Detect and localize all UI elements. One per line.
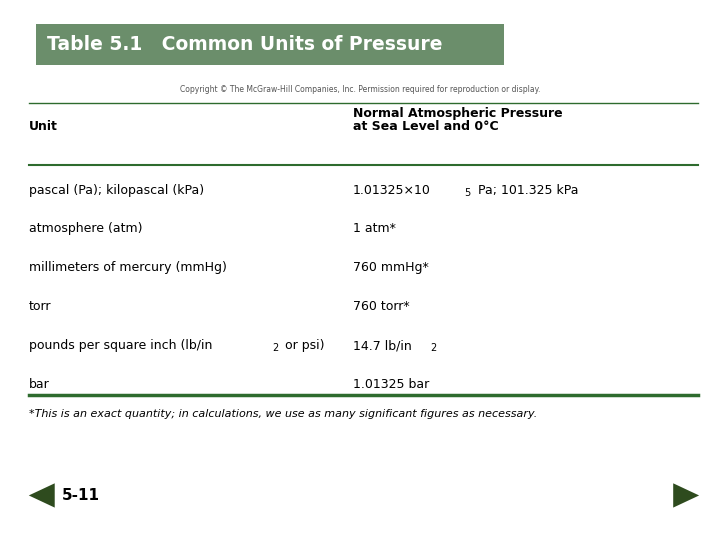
Text: pascal (Pa); kilopascal (kPa): pascal (Pa); kilopascal (kPa)	[29, 184, 204, 197]
Polygon shape	[29, 483, 55, 508]
Text: 1.01325×10: 1.01325×10	[353, 184, 431, 197]
Text: Pa; 101.325 kPa: Pa; 101.325 kPa	[474, 184, 578, 197]
FancyBboxPatch shape	[36, 24, 504, 65]
Text: 5: 5	[464, 188, 471, 198]
Text: Unit: Unit	[29, 120, 58, 133]
Text: 1 atm*: 1 atm*	[353, 222, 396, 235]
Text: 14.7 lb/in: 14.7 lb/in	[353, 339, 412, 352]
Polygon shape	[673, 483, 699, 508]
Text: millimeters of mercury (mmHg): millimeters of mercury (mmHg)	[29, 261, 227, 274]
Text: at Sea Level and 0°C: at Sea Level and 0°C	[353, 120, 498, 133]
Text: 2: 2	[431, 343, 437, 354]
Text: or psi): or psi)	[281, 339, 324, 352]
Text: Table 5.1   Common Units of Pressure: Table 5.1 Common Units of Pressure	[47, 35, 442, 54]
Text: 760 torr*: 760 torr*	[353, 300, 410, 313]
Text: bar: bar	[29, 378, 50, 391]
Text: 1.01325 bar: 1.01325 bar	[353, 378, 429, 391]
Text: 2: 2	[272, 343, 279, 354]
Text: pounds per square inch (lb/in: pounds per square inch (lb/in	[29, 339, 212, 352]
Text: *This is an exact quantity; in calculations, we use as many significant figures : *This is an exact quantity; in calculati…	[29, 409, 537, 419]
Text: 5-11: 5-11	[62, 488, 100, 503]
Text: Copyright © The McGraw-Hill Companies, Inc. Permission required for reproduction: Copyright © The McGraw-Hill Companies, I…	[180, 85, 540, 93]
Text: atmosphere (atm): atmosphere (atm)	[29, 222, 143, 235]
Text: 760 mmHg*: 760 mmHg*	[353, 261, 428, 274]
Text: Normal Atmospheric Pressure: Normal Atmospheric Pressure	[353, 107, 562, 120]
Text: torr: torr	[29, 300, 51, 313]
